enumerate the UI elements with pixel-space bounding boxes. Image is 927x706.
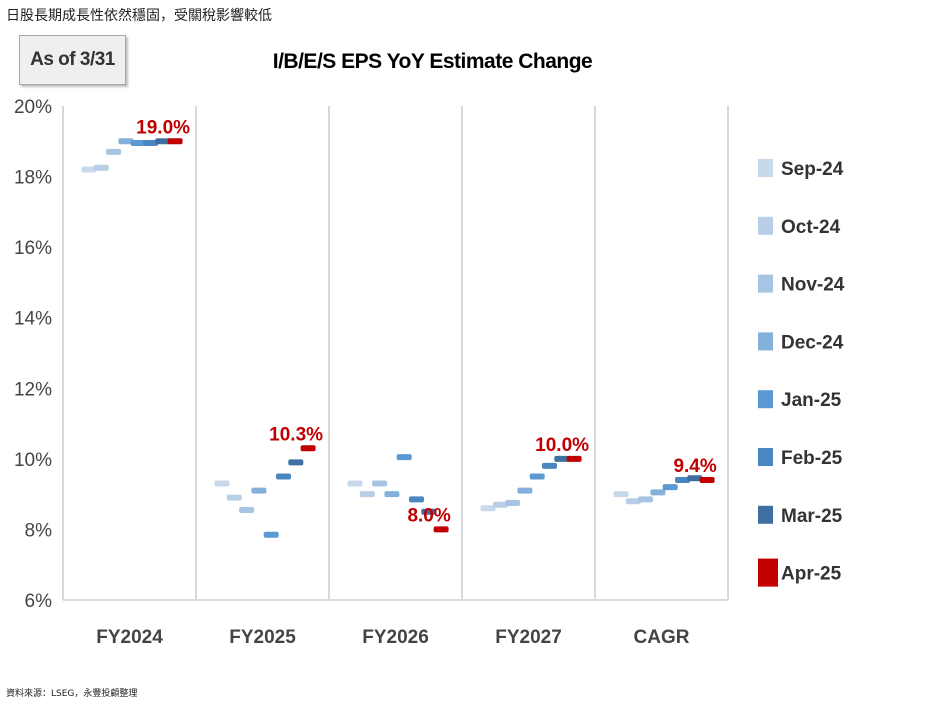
x-tick-label: FY2025 bbox=[229, 627, 296, 648]
data-mark-oct-24 bbox=[359, 491, 375, 498]
data-mark-dec-24 bbox=[517, 487, 533, 494]
data-mark-apr-25 bbox=[433, 526, 449, 533]
data-mark-jan-25 bbox=[396, 454, 412, 461]
legend: Sep-24 Oct-24 Nov-24 Dec-24 Jan-25 Feb-25 Mar-… bbox=[758, 159, 845, 587]
data-mark-nov-24 bbox=[505, 499, 521, 506]
y-tick-label: 8% bbox=[25, 520, 53, 541]
legend-swatch bbox=[758, 505, 773, 524]
as-of-box: As of 3/31 bbox=[19, 35, 126, 85]
data-mark-jan-25 bbox=[529, 473, 545, 480]
data-mark-nov-24 bbox=[372, 480, 388, 487]
y-tick-label: 16% bbox=[14, 238, 52, 259]
data-mark-oct-24 bbox=[226, 494, 242, 501]
data-mark-jan-25 bbox=[130, 140, 146, 147]
data-mark-dec-24 bbox=[650, 489, 666, 496]
data-mark-feb-25 bbox=[542, 462, 557, 469]
chart-marks bbox=[81, 138, 715, 538]
data-mark-mar-25 bbox=[687, 475, 703, 482]
legend-swatch bbox=[758, 558, 778, 587]
data-mark-sep-24 bbox=[214, 480, 230, 487]
data-mark-apr-25 bbox=[566, 455, 582, 462]
data-mark-dec-24 bbox=[251, 487, 267, 494]
legend-label: Feb-25 bbox=[781, 448, 843, 469]
legend-label: Apr-25 bbox=[781, 564, 842, 585]
data-mark-sep-24 bbox=[613, 491, 629, 498]
legend-label: Nov-24 bbox=[781, 275, 845, 296]
data-mark-mar-25 bbox=[421, 508, 437, 515]
x-tick-label: FY2026 bbox=[362, 627, 429, 648]
data-labels: 19.0% 10.3% 8.0% 10.0% 9.4% bbox=[136, 117, 717, 526]
legend-swatch bbox=[758, 216, 773, 235]
data-mark-apr-25 bbox=[167, 138, 183, 145]
data-mark-mar-25 bbox=[554, 455, 570, 462]
legend-label: Mar-25 bbox=[781, 506, 843, 527]
chart-title: I/B/E/S EPS YoY Estimate Change bbox=[272, 50, 593, 73]
x-tick-label: CAGR bbox=[634, 627, 690, 648]
data-mark-jan-25 bbox=[263, 531, 279, 538]
data-mark-feb-25 bbox=[409, 496, 424, 503]
legend-swatch bbox=[758, 448, 773, 466]
data-label: 10.0% bbox=[535, 435, 589, 456]
data-mark-nov-24 bbox=[638, 496, 654, 503]
y-tick-label: 10% bbox=[14, 450, 52, 471]
data-mark-dec-24 bbox=[384, 491, 400, 498]
y-tick-label: 14% bbox=[14, 309, 52, 330]
x-axis: FY2024 FY2025 FY2026 FY2027 CAGR bbox=[96, 627, 690, 648]
y-tick-label: 12% bbox=[14, 379, 52, 400]
data-label: 8.0% bbox=[407, 505, 450, 526]
data-mark-sep-24 bbox=[347, 480, 363, 487]
legend-swatch bbox=[758, 332, 773, 351]
legend-label: Jan-25 bbox=[781, 390, 842, 411]
headline: 日股長期成長性依然穩固，受關稅影響較低 bbox=[6, 8, 272, 24]
data-mark-dec-24 bbox=[118, 138, 134, 145]
legend-swatch bbox=[758, 159, 773, 177]
data-label: 10.3% bbox=[269, 424, 323, 445]
data-mark-apr-25 bbox=[699, 477, 715, 484]
y-tick-label: 18% bbox=[14, 168, 52, 189]
legend-label: Sep-24 bbox=[781, 159, 844, 180]
data-label: 9.4% bbox=[673, 456, 716, 477]
legend-swatch bbox=[758, 274, 773, 293]
data-mark-feb-25 bbox=[675, 477, 690, 484]
data-mark-feb-25 bbox=[143, 140, 158, 147]
data-mark-feb-25 bbox=[276, 473, 291, 480]
category-separators bbox=[63, 106, 729, 601]
data-mark-oct-24 bbox=[492, 501, 508, 508]
data-mark-mar-25 bbox=[155, 138, 171, 145]
source-note: 資料來源：LSEG，永豐投顧整理 bbox=[6, 689, 138, 699]
legend-swatch bbox=[758, 390, 773, 409]
x-tick-label: FY2027 bbox=[495, 627, 562, 648]
data-mark-nov-24 bbox=[106, 148, 122, 155]
y-axis: 6% 8% 10% 12% 14% 16% 18% 20% bbox=[14, 97, 64, 612]
data-mark-mar-25 bbox=[288, 459, 304, 466]
y-tick-label: 6% bbox=[25, 591, 53, 612]
x-tick-label: FY2024 bbox=[96, 627, 163, 648]
y-tick-label: 20% bbox=[14, 97, 52, 118]
data-mark-nov-24 bbox=[239, 507, 255, 514]
data-mark-oct-24 bbox=[625, 498, 641, 505]
data-mark-sep-24 bbox=[81, 166, 97, 173]
legend-label: Dec-24 bbox=[781, 332, 844, 353]
data-mark-jan-25 bbox=[662, 484, 678, 491]
data-label: 19.0% bbox=[136, 117, 190, 138]
data-mark-sep-24 bbox=[480, 505, 496, 512]
legend-label: Oct-24 bbox=[781, 217, 841, 238]
data-mark-apr-25 bbox=[300, 445, 316, 452]
data-mark-oct-24 bbox=[93, 164, 109, 171]
